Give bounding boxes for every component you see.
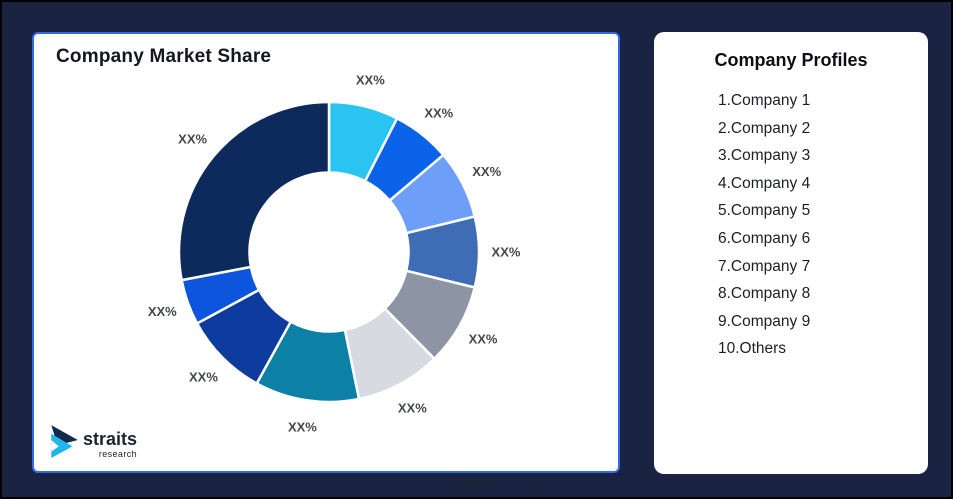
straits-research-logo: straits research: [49, 424, 137, 459]
donut-chart: XX% XX% XX% XX% XX% XX% XX% XX% XX% XX%: [148, 72, 521, 434]
donut-segment-label: XX%: [492, 245, 521, 260]
donut-segment-label: XX%: [356, 72, 385, 87]
company-profiles-panel: Company Profiles 1.Company 1 2.Company 2 3…: [654, 32, 928, 474]
donut-segment-label: XX%: [288, 419, 317, 434]
donut-segment-label: XX%: [424, 106, 453, 121]
company-list-item: 8.Company 8: [718, 285, 811, 303]
donut-segment-label: XX%: [469, 332, 498, 347]
logo-wordmark: straits research: [83, 430, 137, 459]
company-list-item: 9.Company 9: [718, 312, 811, 330]
company-list-item: 6.Company 6: [718, 229, 811, 247]
donut-segment-label: XX%: [472, 164, 501, 179]
donut-segment: [177, 100, 331, 282]
donut-segment-label: XX%: [148, 304, 177, 319]
source-text: Source: straitsresearch.com: [458, 475, 572, 499]
straits-logo-icon: [51, 425, 78, 458]
logo-name: straits: [83, 429, 138, 449]
company-list-item: 3.Company 3: [718, 147, 811, 165]
market-share-panel: Company Market Share XX% XX% XX% XX% XX% XX% X…: [32, 32, 620, 497]
company-list: 1.Company 1 2.Company 2 3.Company 3 4.Compa…: [654, 87, 928, 363]
logo-subtitle: research: [98, 449, 138, 459]
company-list-item: 4.Company 4: [718, 174, 811, 192]
company-list-item: 2.Company 2: [718, 119, 811, 137]
donut-segment-label: XX%: [398, 401, 427, 416]
company-list-item: 1.Company 1: [718, 92, 811, 109]
company-list-item: 10.Others: [718, 340, 787, 358]
donut-segment-label: XX%: [189, 369, 218, 384]
profiles-title: Company Profiles: [714, 50, 868, 70]
donut-segment-label: XX%: [178, 132, 207, 147]
chart-title: Company Market Share: [56, 46, 272, 67]
company-list-item: 5.Company 5: [718, 202, 811, 220]
company-list-item: 7.Company 7: [718, 257, 811, 275]
